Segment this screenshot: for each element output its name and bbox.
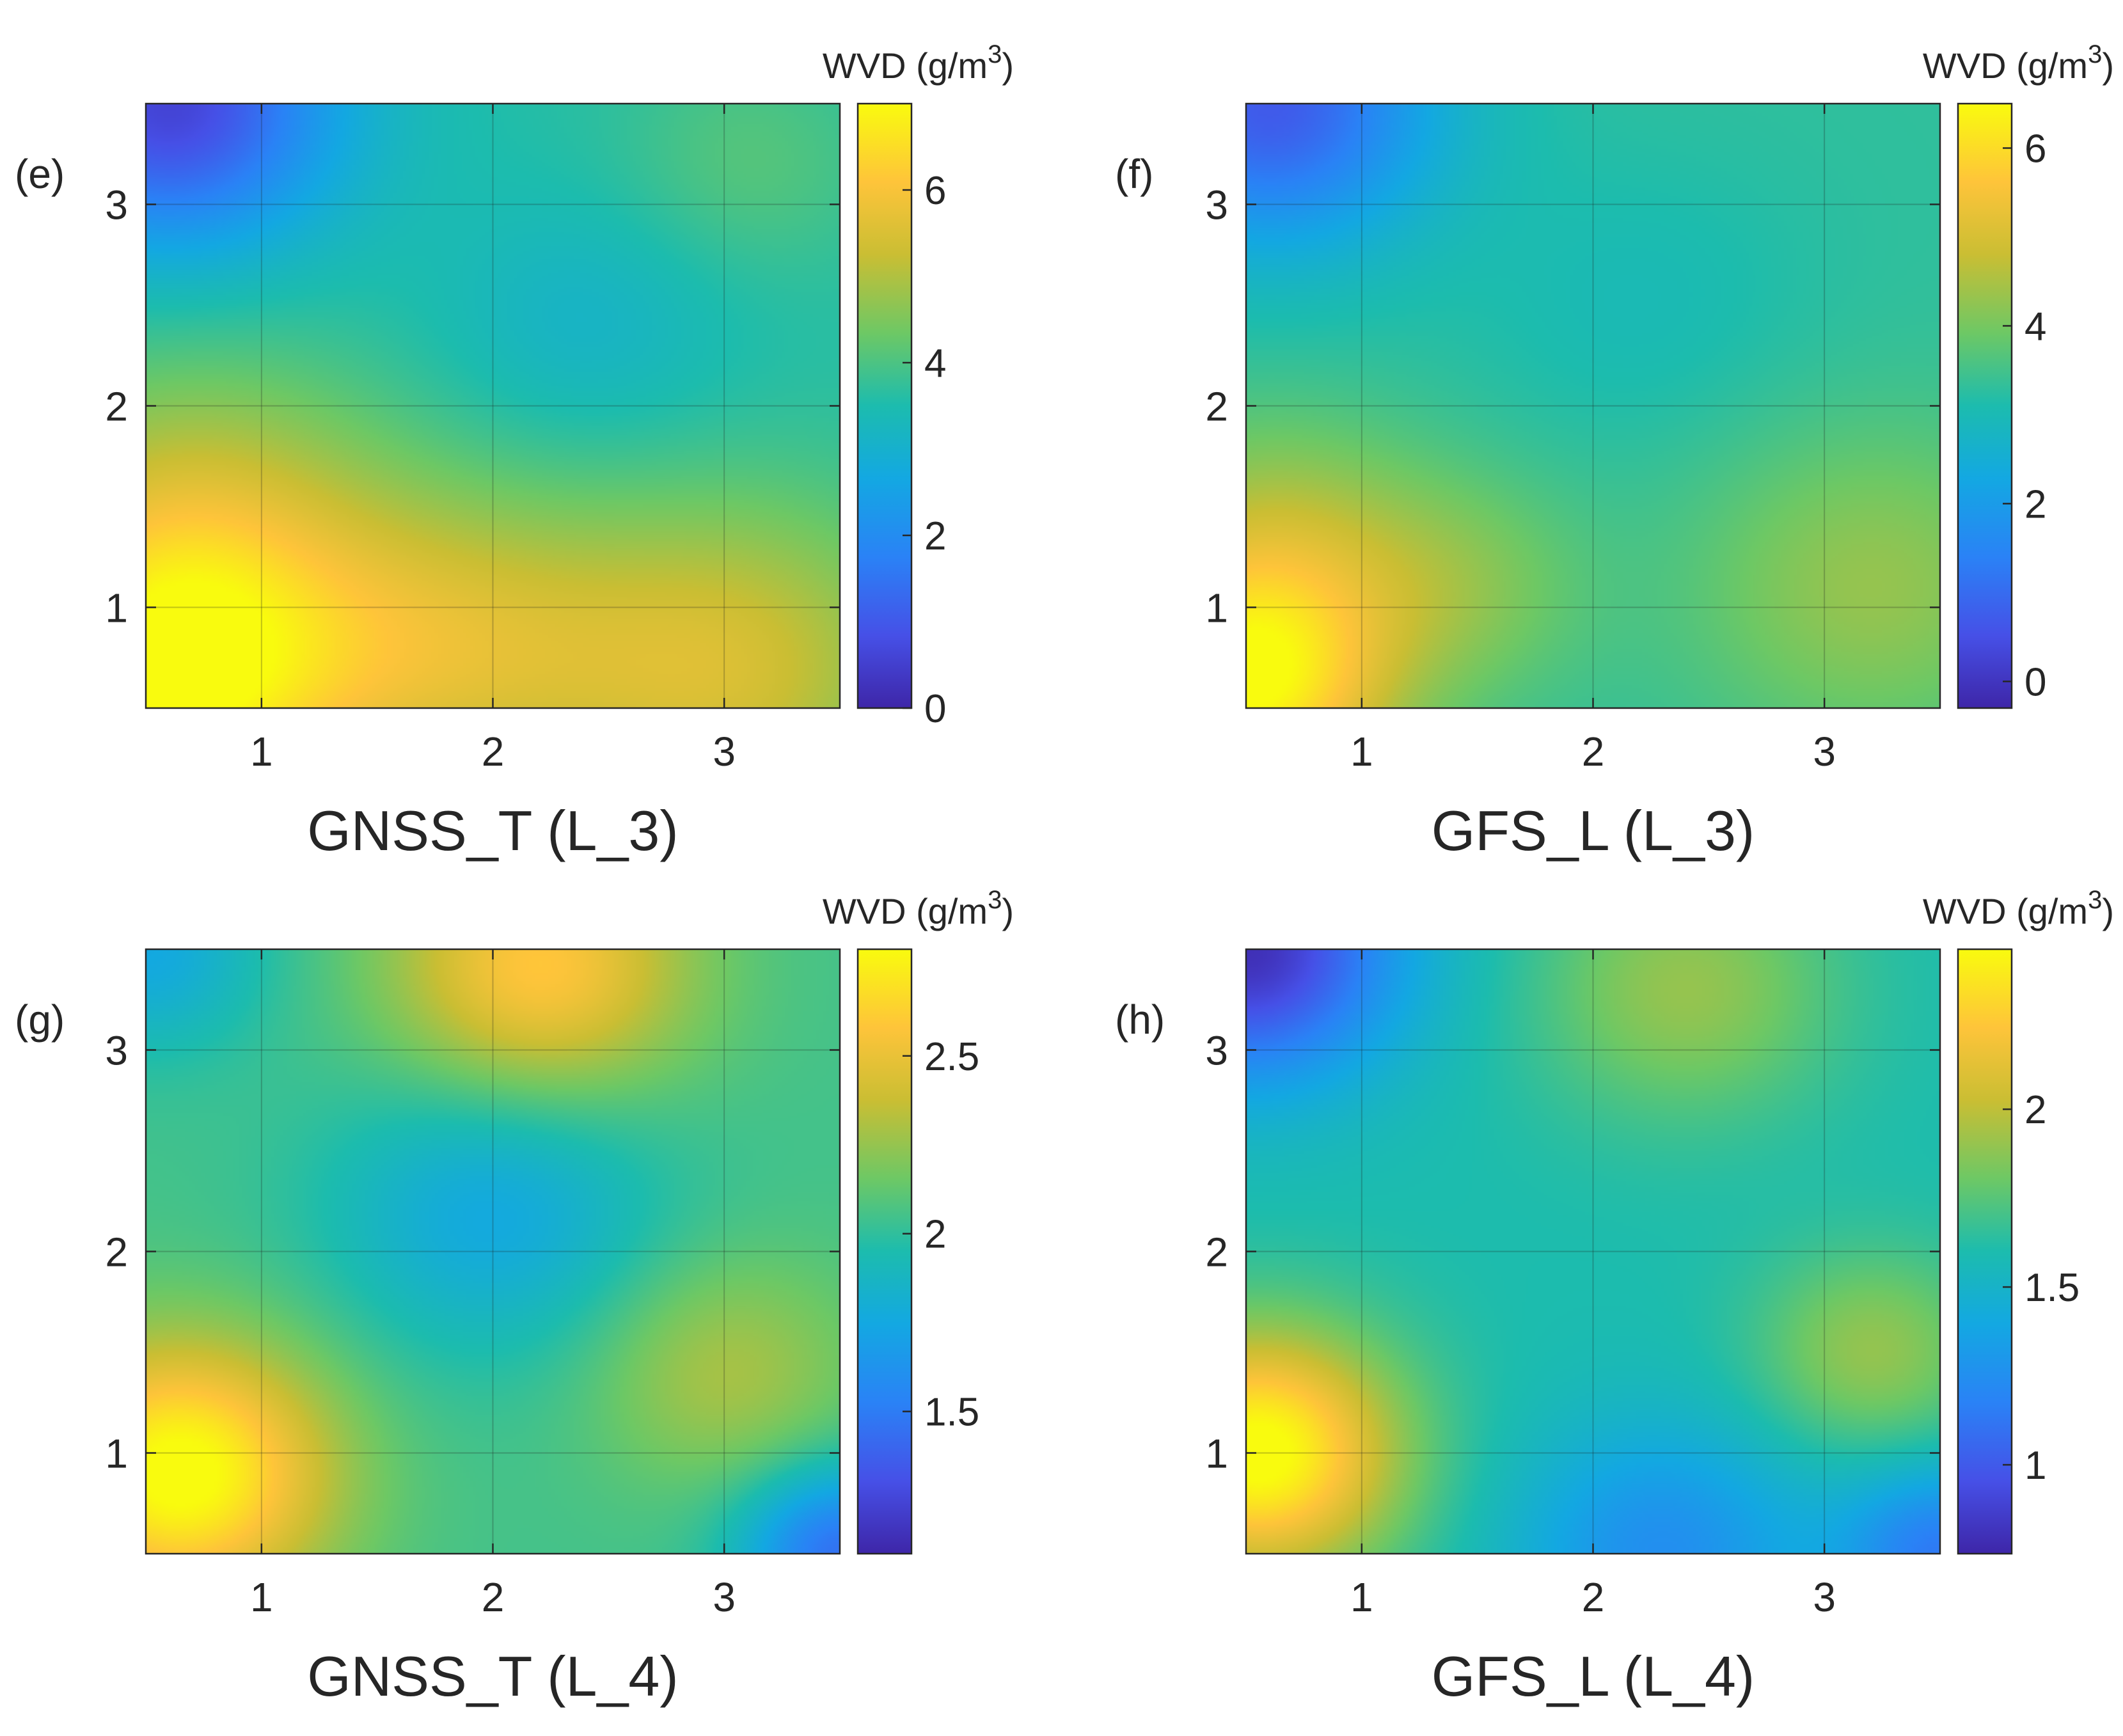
colorbar: [1957, 948, 2013, 1555]
y-tick-label: 2: [105, 1229, 128, 1275]
colorbar-label-close: ): [2102, 45, 2114, 86]
y-tick-label: 3: [1205, 182, 1228, 228]
panel-label: (e): [15, 151, 65, 197]
colorbar-label-sup: 3: [2088, 886, 2102, 914]
colorbar-tick-label: 1.5: [2024, 1266, 2080, 1310]
colorbar-label: WVD (g/m3): [823, 40, 1014, 86]
colorbar-label: WVD (g/m3): [823, 886, 1014, 931]
colorbar-label-base: WVD (g/m: [1923, 45, 2088, 86]
y-tick-label: 3: [1205, 1028, 1228, 1074]
y-tick-label: 2: [1205, 1229, 1228, 1275]
colorbar-label-base: WVD (g/m: [823, 891, 988, 931]
x-axis-label: GNSS_T (L_3): [307, 799, 678, 862]
colorbar: [1957, 102, 2013, 709]
colorbar-tick-label: 6: [2024, 127, 2046, 171]
colorbar-label-close: ): [2102, 891, 2114, 931]
x-axis-label: GFS_L (L_3): [1432, 799, 1755, 862]
colorbar-tick-label: 1.5: [924, 1391, 979, 1435]
colorbar-label-sup: 3: [2088, 40, 2102, 68]
x-tick-label: 2: [482, 729, 505, 775]
colorbar-tick-label: 0: [2024, 660, 2046, 704]
colorbar-label: WVD (g/m3): [1923, 886, 2114, 931]
y-tick-label: 1: [1205, 1431, 1228, 1477]
colorbar-label-base: WVD (g/m: [823, 45, 988, 86]
x-tick-label: 2: [1582, 1574, 1605, 1620]
y-tick-label: 2: [105, 384, 128, 430]
x-tick-label: 2: [482, 1574, 505, 1620]
x-axis-label: GNSS_T (L_4): [307, 1645, 678, 1708]
heatmap-image: [1246, 949, 1940, 1554]
panel-label: (f): [1115, 151, 1153, 197]
colorbar: [856, 948, 913, 1555]
colorbar-tick-label: 4: [2024, 304, 2046, 349]
colorbar-tick-label: 2: [924, 1213, 946, 1257]
y-tick-label: 3: [105, 1028, 128, 1074]
x-tick-label: 2: [1582, 729, 1605, 775]
panel-label: (h): [1115, 997, 1165, 1043]
x-tick-label: 1: [1350, 1574, 1373, 1620]
x-tick-label: 3: [1813, 1574, 1836, 1620]
x-tick-label: 1: [250, 1574, 273, 1620]
colorbar-label-base: WVD (g/m: [1923, 891, 2088, 931]
x-tick-label: 3: [713, 1574, 736, 1620]
colorbar-tick-label: 1: [2024, 1444, 2046, 1488]
colorbar-label: WVD (g/m3): [1923, 40, 2114, 86]
x-tick-label: 3: [1813, 729, 1836, 775]
x-tick-label: 1: [1350, 729, 1373, 775]
y-tick-label: 1: [105, 1431, 128, 1477]
colorbar-tick-label: 4: [924, 342, 946, 386]
colorbar-label-sup: 3: [988, 886, 1002, 914]
colorbar-tick-label: 2: [2024, 482, 2046, 526]
panel-label: (g): [15, 997, 65, 1043]
y-tick-label: 3: [105, 182, 128, 228]
heatmap-image: [146, 104, 840, 708]
colorbar-tick-label: 2.5: [924, 1035, 979, 1079]
x-tick-label: 1: [250, 729, 273, 775]
colorbar-tick-label: 6: [924, 169, 946, 213]
heatmap-image: [1246, 104, 1940, 708]
colorbar-label-close: ): [1002, 45, 1014, 86]
x-axis-label: GFS_L (L_4): [1432, 1645, 1755, 1708]
colorbar-label-sup: 3: [988, 40, 1002, 68]
y-tick-label: 1: [105, 585, 128, 631]
y-tick-label: 2: [1205, 384, 1228, 430]
colorbar-tick-label: 0: [924, 687, 946, 731]
colorbar-tick-label: 2: [924, 514, 946, 558]
x-tick-label: 3: [713, 729, 736, 775]
y-tick-label: 1: [1205, 585, 1228, 631]
heatmap-image: [146, 949, 840, 1554]
colorbar: [856, 102, 913, 709]
colorbar-label-close: ): [1002, 891, 1014, 931]
colorbar-tick-label: 2: [2024, 1088, 2046, 1132]
